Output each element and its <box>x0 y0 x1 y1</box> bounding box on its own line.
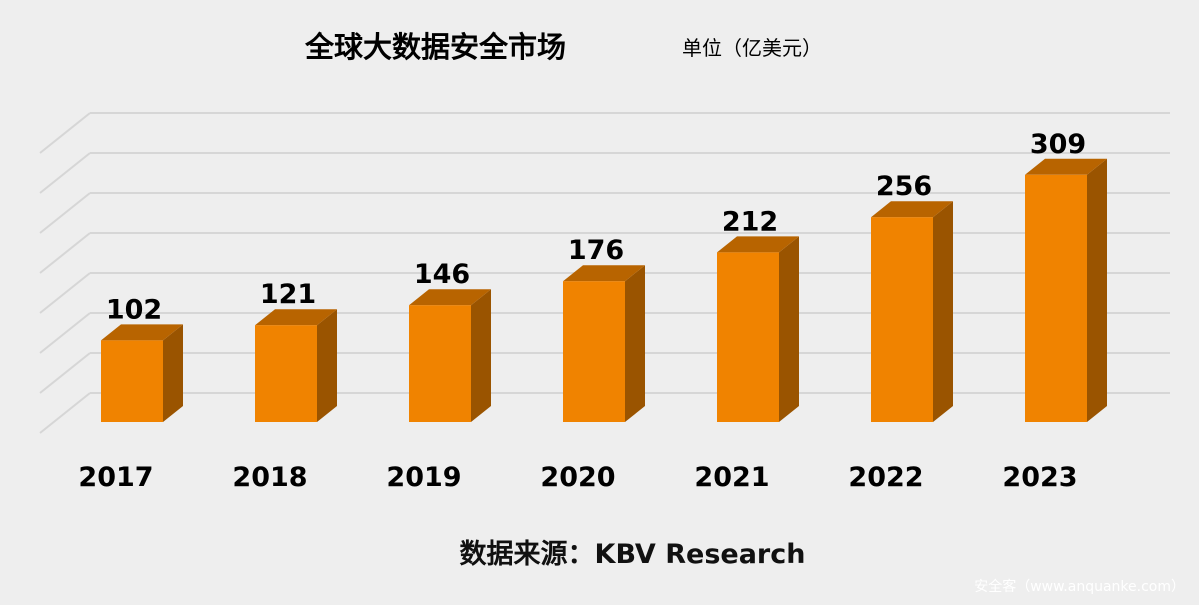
gridline-depth <box>39 112 91 154</box>
gridline-depth <box>39 312 91 354</box>
data-label: 102 <box>106 294 162 325</box>
bar-side <box>163 324 183 422</box>
x-tick-label: 2020 <box>540 462 615 493</box>
chart-title: 全球大数据安全市场 <box>305 30 567 64</box>
bar-top <box>255 309 337 326</box>
bar-side <box>625 265 645 422</box>
bar <box>255 325 317 422</box>
bar-side <box>471 289 491 422</box>
watermark: 安全客（www.anquanke.com） <box>974 579 1185 595</box>
bar-top <box>409 289 491 306</box>
data-label: 256 <box>876 171 932 202</box>
data-source: 数据来源：KBV Research <box>459 539 806 570</box>
data-label: 176 <box>568 235 624 266</box>
bar-side <box>1087 158 1107 423</box>
gridline-depth <box>39 392 91 434</box>
x-tick-label: 2018 <box>232 462 307 493</box>
data-label: 212 <box>722 206 778 237</box>
gridline-depth <box>39 152 91 194</box>
bar-top <box>871 201 953 218</box>
bar-side <box>317 309 337 422</box>
x-tick-label: 2021 <box>694 462 769 493</box>
data-label: 309 <box>1030 129 1086 160</box>
bar-top <box>563 265 645 282</box>
bar <box>101 340 163 422</box>
bar <box>409 305 471 422</box>
bar-side <box>933 201 953 422</box>
bar <box>717 252 779 422</box>
bar-side <box>779 236 799 422</box>
gridline-depth <box>39 272 91 314</box>
x-tick-label: 2019 <box>386 462 461 493</box>
data-label: 121 <box>260 279 316 310</box>
gridline-depth <box>39 352 91 394</box>
x-tick-label: 2017 <box>78 462 153 493</box>
bar-top <box>101 324 183 341</box>
bar <box>563 281 625 422</box>
bar-top <box>1025 158 1107 175</box>
unit-label: 单位（亿美元） <box>682 36 822 60</box>
bar <box>1025 174 1087 422</box>
gridline-depth <box>39 192 91 234</box>
bar-top <box>717 236 799 253</box>
gridline-depth <box>39 232 91 274</box>
x-tick-label: 2022 <box>848 462 923 493</box>
data-label: 146 <box>414 259 470 290</box>
bar <box>871 217 933 422</box>
x-tick-label: 2023 <box>1002 462 1077 493</box>
